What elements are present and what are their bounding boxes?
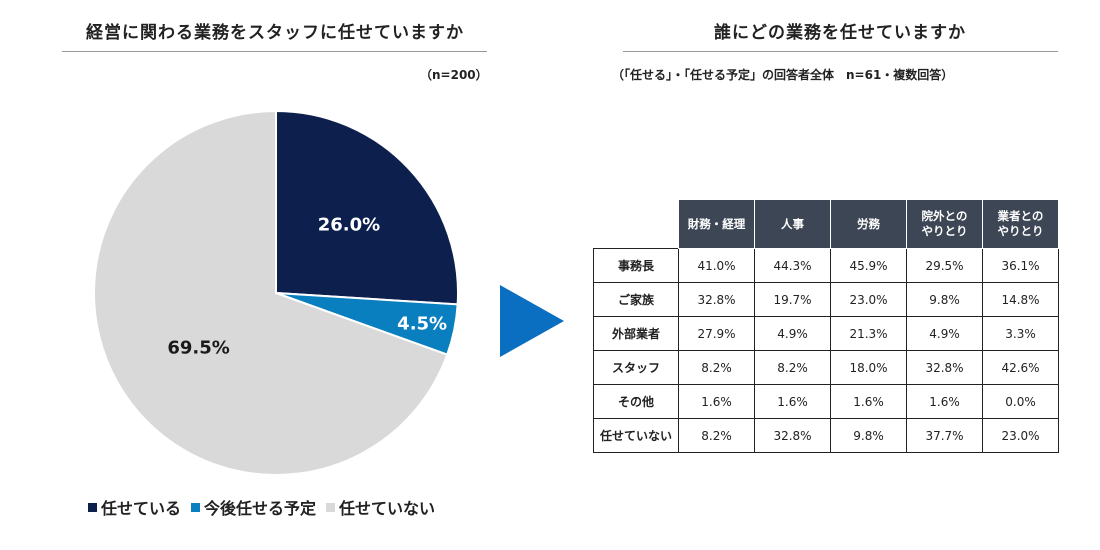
table-cell: 8.2% bbox=[754, 350, 831, 385]
table-cell: 41.0% bbox=[678, 248, 755, 283]
table-cell: 32.8% bbox=[678, 282, 755, 317]
table-cell: 1.6% bbox=[754, 384, 831, 419]
pie-title: 経営に関わる業務をスタッフに任せていますか bbox=[86, 23, 464, 43]
row-label: 事務長 bbox=[593, 248, 679, 283]
table-cell: 1.6% bbox=[906, 384, 983, 419]
row-label: スタッフ bbox=[593, 350, 679, 385]
row-label: 外部業者 bbox=[593, 316, 679, 351]
pie-data-label-0: 26.0% bbox=[318, 214, 380, 235]
table-cell: 37.7% bbox=[906, 418, 983, 453]
pie-title-rule bbox=[62, 51, 487, 52]
table-cell: 9.8% bbox=[906, 282, 983, 317]
table-title-rule bbox=[623, 51, 1058, 52]
table-cell: 1.6% bbox=[678, 384, 755, 419]
table-cell: 4.9% bbox=[754, 316, 831, 351]
arrow-right-icon bbox=[500, 285, 564, 357]
table-cell: 44.3% bbox=[754, 248, 831, 283]
row-label: その他 bbox=[593, 384, 679, 419]
pie-sample-note: （n=200） bbox=[420, 68, 488, 82]
delegation-table: 財務・経理 人事 労務 院外との やりとり 業者との やりとり 事務長 41.0… bbox=[593, 199, 1059, 453]
table-row: 外部業者 27.9% 4.9% 21.3% 4.9% 3.3% bbox=[593, 316, 1059, 351]
table-cell: 23.0% bbox=[830, 282, 907, 317]
legend-item-1: 今後任せる予定 bbox=[191, 495, 316, 519]
legend-swatch-0 bbox=[88, 502, 97, 512]
table-row: 任せていない 8.2% 32.8% 9.8% 37.7% 23.0% bbox=[593, 418, 1059, 453]
pie-legend: 任せている 今後任せる予定 任せていない bbox=[88, 495, 445, 519]
table-cell: 8.2% bbox=[678, 350, 755, 385]
table-cell: 18.0% bbox=[830, 350, 907, 385]
table-cell: 27.9% bbox=[678, 316, 755, 351]
legend-swatch-1 bbox=[191, 502, 201, 512]
table-cell: 32.8% bbox=[906, 350, 983, 385]
table-cell: 1.6% bbox=[830, 384, 907, 419]
legend-label-1: 今後任せる予定 bbox=[204, 499, 317, 518]
table-cell: 4.9% bbox=[906, 316, 983, 351]
table-cell: 23.0% bbox=[982, 418, 1059, 453]
table-sample-note: （「任せる」・「任せる予定」の回答者全体 n=61・複数回答） bbox=[612, 68, 954, 82]
pie-slice-0 bbox=[275, 109, 459, 306]
row-label: ご家族 bbox=[593, 282, 679, 317]
table-cell: 32.8% bbox=[754, 418, 831, 453]
pie-chart: 26.0% 4.5% 69.5% bbox=[93, 109, 459, 476]
pie-slice-2 bbox=[93, 109, 449, 476]
table-cell: 8.2% bbox=[678, 418, 755, 453]
legend-swatch-2 bbox=[326, 502, 336, 512]
table-corner bbox=[593, 199, 679, 249]
column-header: 業者との やりとり bbox=[982, 199, 1059, 249]
table-row: その他 1.6% 1.6% 1.6% 1.6% 0.0% bbox=[593, 384, 1059, 419]
legend-item-0: 任せている bbox=[88, 495, 181, 519]
table-row: 事務長 41.0% 44.3% 45.9% 29.5% 36.1% bbox=[593, 248, 1059, 283]
column-header: 院外との やりとり bbox=[906, 199, 983, 249]
legend-label-2: 任せていない bbox=[339, 499, 436, 518]
table-header-row: 財務・経理 人事 労務 院外との やりとり 業者との やりとり bbox=[593, 199, 1059, 249]
column-header: 財務・経理 bbox=[678, 199, 755, 249]
column-header: 人事 bbox=[754, 199, 831, 249]
table-cell: 9.8% bbox=[830, 418, 907, 453]
pie-data-label-1: 4.5% bbox=[397, 313, 447, 334]
table-title: 誰にどの業務を任せていますか bbox=[714, 23, 966, 43]
column-header: 労務 bbox=[830, 199, 907, 249]
table-cell: 19.7% bbox=[754, 282, 831, 317]
legend-item-2: 任せていない bbox=[326, 495, 435, 519]
table-cell: 29.5% bbox=[906, 248, 983, 283]
legend-label-0: 任せている bbox=[101, 499, 182, 518]
table-cell: 14.8% bbox=[982, 282, 1059, 317]
row-label: 任せていない bbox=[593, 418, 679, 453]
table-cell: 45.9% bbox=[830, 248, 907, 283]
table-cell: 42.6% bbox=[982, 350, 1059, 385]
table-cell: 3.3% bbox=[982, 316, 1059, 351]
table-cell: 0.0% bbox=[982, 384, 1059, 419]
pie-data-label-2: 69.5% bbox=[167, 337, 229, 358]
table-cell: 21.3% bbox=[830, 316, 907, 351]
table-cell: 36.1% bbox=[982, 248, 1059, 283]
table-row: スタッフ 8.2% 8.2% 18.0% 32.8% 42.6% bbox=[593, 350, 1059, 385]
table-row: ご家族 32.8% 19.7% 23.0% 9.8% 14.8% bbox=[593, 282, 1059, 317]
